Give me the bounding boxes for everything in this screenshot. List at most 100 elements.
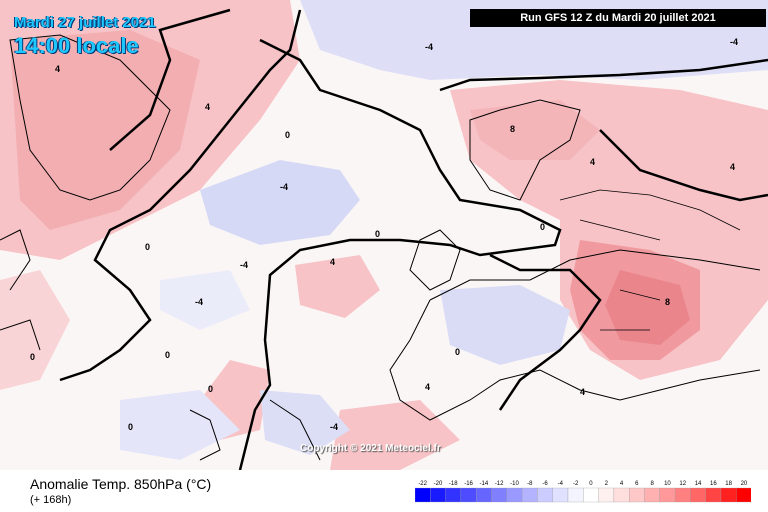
cool-area-mid bbox=[160, 270, 250, 330]
legend-swatch bbox=[629, 487, 645, 503]
model-run-banner: Run GFS 12 Z du Mardi 20 juillet 2021 bbox=[470, 9, 766, 27]
lead-time: (+ 168h) bbox=[30, 494, 72, 506]
legend-tick-label: 20 bbox=[741, 481, 748, 487]
copyright-notice: Copyright © 2021 Meteociel.fr bbox=[300, 443, 441, 454]
legend-tick-label: -16 bbox=[464, 481, 473, 487]
warm-patch-africa bbox=[330, 400, 460, 470]
legend-tick-label: 10 bbox=[664, 481, 671, 487]
contour-label: 4 bbox=[425, 382, 430, 392]
legend-tick-label: 18 bbox=[725, 481, 732, 487]
zero-contour-west bbox=[59, 8, 302, 382]
contour-label: 8 bbox=[510, 124, 515, 134]
contour-label: -4 bbox=[240, 260, 248, 270]
contour-label: 0 bbox=[375, 229, 380, 239]
legend-swatch bbox=[705, 487, 722, 503]
contour-label: 0 bbox=[285, 130, 290, 140]
four-contour-east bbox=[599, 129, 768, 202]
warm-core-peak bbox=[605, 270, 690, 345]
legend-tick-label: -2 bbox=[573, 481, 579, 487]
legend-swatch bbox=[537, 487, 553, 503]
zero-contour-atlantic bbox=[238, 38, 562, 470]
warm-core-greenland bbox=[10, 30, 200, 230]
contour-label: 4 bbox=[55, 64, 60, 74]
contour-label: 0 bbox=[540, 222, 545, 232]
contour-label: 0 bbox=[128, 422, 133, 432]
azores-coasts bbox=[189, 399, 321, 461]
cool-area-atlantic bbox=[200, 160, 360, 245]
country-borders bbox=[559, 189, 741, 331]
legend-swatch bbox=[491, 487, 507, 503]
zero-contour-north bbox=[439, 58, 768, 92]
contour-label: 0 bbox=[208, 384, 213, 394]
contour-labels: 4 -4 0 4 -4 0 8 4 0 -4 0 4 -4 0 8 4 0 -4… bbox=[30, 37, 738, 432]
cool-area-france bbox=[440, 285, 570, 365]
contour-label: -4 bbox=[280, 182, 288, 192]
contour-label: -4 bbox=[730, 37, 738, 47]
variable-title: Anomalie Temp. 850hPa (°C) bbox=[30, 476, 212, 492]
north-america-coast bbox=[0, 229, 41, 351]
warm-area-scandinavia bbox=[470, 100, 600, 160]
legend-tick-label: -6 bbox=[542, 481, 548, 487]
legend-swatch bbox=[720, 487, 737, 503]
legend-swatch bbox=[445, 487, 462, 503]
contour-label: -4 bbox=[425, 42, 433, 52]
legend-tick-label: -20 bbox=[434, 481, 443, 487]
legend-swatch bbox=[430, 487, 446, 503]
legend-tick-label: -10 bbox=[510, 481, 519, 487]
contour-label: 4 bbox=[205, 102, 210, 112]
legend-tick-label: 2 bbox=[605, 481, 609, 487]
legend-tick-label: -12 bbox=[495, 481, 504, 487]
legend-tick-label: 8 bbox=[650, 481, 654, 487]
legend-tick-label: 6 bbox=[635, 481, 639, 487]
zero-contour-europe bbox=[489, 253, 602, 411]
legend-swatch bbox=[736, 487, 751, 503]
cool-area-southwest bbox=[120, 390, 240, 460]
legend-swatch bbox=[613, 487, 630, 503]
forecast-time: 14:00 locale bbox=[14, 33, 139, 58]
contour-label: 4 bbox=[580, 387, 585, 397]
legend-tick-label: 16 bbox=[710, 481, 717, 487]
legend-tick-label: -18 bbox=[449, 481, 458, 487]
contour-label: 0 bbox=[165, 350, 170, 360]
contour-label: 4 bbox=[590, 157, 595, 167]
legend-swatch bbox=[552, 487, 569, 503]
forecast-date: Mardi 27 juillet 2021 bbox=[14, 14, 156, 31]
map-footer: Anomalie Temp. 850hPa (°C) (+ 168h) -22-… bbox=[0, 470, 768, 512]
legend-tick-label: 14 bbox=[695, 481, 702, 487]
europe-borders bbox=[389, 249, 761, 421]
contour-label: 4 bbox=[730, 162, 735, 172]
legend-swatch bbox=[460, 487, 477, 503]
legend-tick-label: 4 bbox=[620, 481, 624, 487]
warm-patch-atlantic bbox=[295, 255, 380, 318]
legend-tick-label: 12 bbox=[679, 481, 686, 487]
contour-label: -4 bbox=[195, 297, 203, 307]
legend-swatch bbox=[644, 487, 660, 503]
contour-label: 0 bbox=[455, 347, 460, 357]
legend-swatch bbox=[583, 487, 599, 503]
warm-patch-west bbox=[0, 270, 70, 390]
legend-swatch bbox=[659, 487, 676, 503]
legend-swatch bbox=[506, 487, 523, 503]
legend-tick-label: 0 bbox=[589, 481, 593, 487]
legend-tick-label: -22 bbox=[418, 481, 427, 487]
contour-label: 0 bbox=[30, 352, 35, 362]
legend-tick-label: -14 bbox=[480, 481, 489, 487]
contour-label: 8 bbox=[665, 297, 670, 307]
contour-label: 4 bbox=[330, 257, 335, 267]
legend-swatch bbox=[521, 487, 538, 503]
contour-label: 0 bbox=[145, 242, 150, 252]
british-isles-coast bbox=[409, 229, 461, 291]
contour-label: -4 bbox=[330, 422, 338, 432]
temperature-anomaly-map: 4 -4 0 4 -4 0 8 4 0 -4 0 4 -4 0 8 4 0 -4… bbox=[0, 0, 768, 470]
scandinavia-coast bbox=[469, 99, 581, 201]
legend-swatch bbox=[415, 487, 431, 503]
legend-swatch bbox=[674, 487, 691, 503]
legend-swatch bbox=[567, 487, 584, 503]
color-scale-legend: -22 -20 -18 -16 -14 -12 -10 -8 -6 -4 -2 0 2 4 6 8 10 12 14… bbox=[415, 481, 751, 503]
cool-area-iberia bbox=[260, 390, 350, 455]
legend-swatch bbox=[598, 487, 615, 503]
legend-tick-label: -4 bbox=[558, 481, 564, 487]
greenland-coast bbox=[9, 34, 171, 201]
legend-tick-label: -8 bbox=[527, 481, 533, 487]
